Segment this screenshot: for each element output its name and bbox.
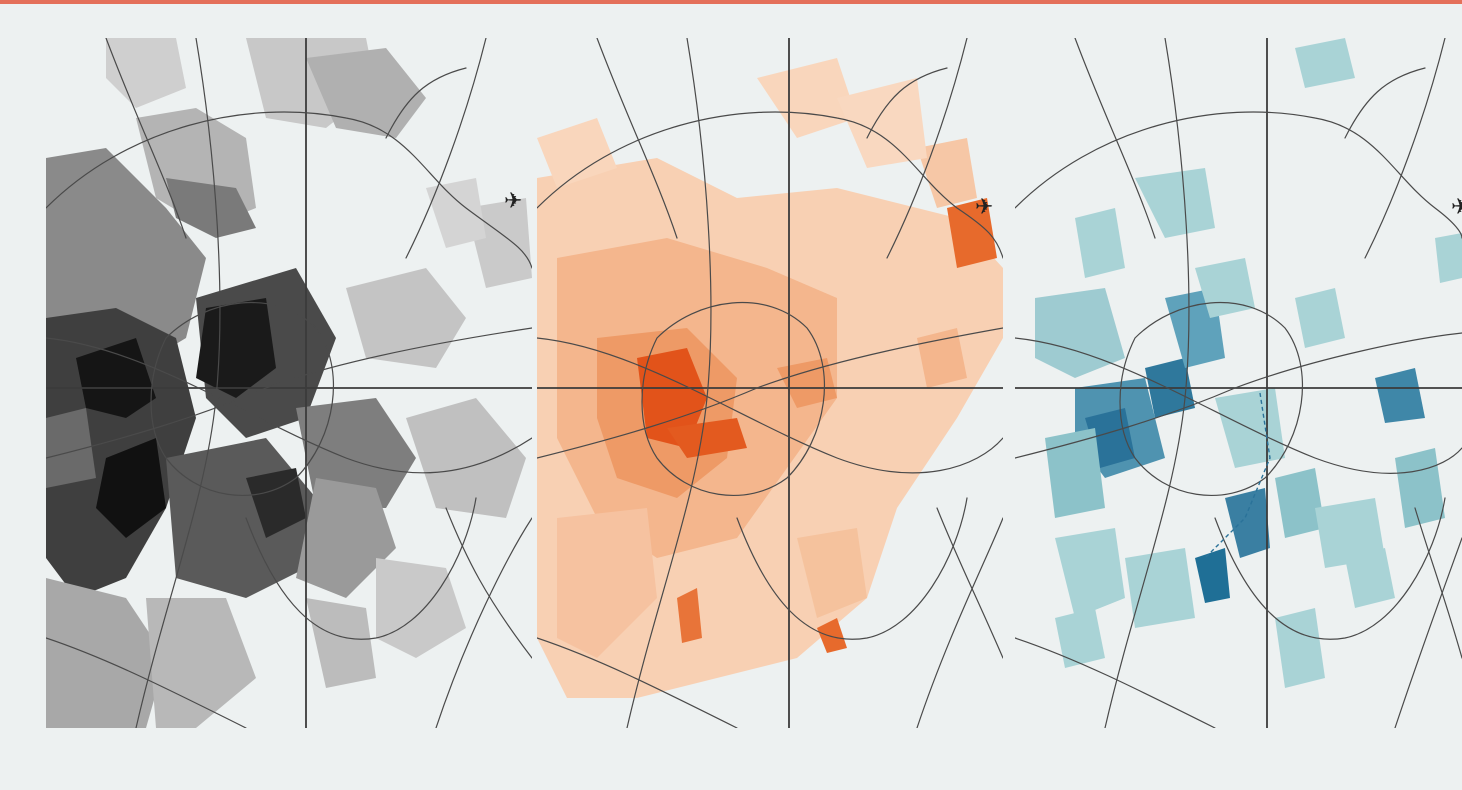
airport-icon: ✈: [1451, 195, 1462, 220]
orange-districts: [537, 58, 1003, 698]
grey-road-network: [46, 38, 532, 728]
blue-choropleth-map: ✈: [1015, 38, 1462, 728]
grey-choropleth-map: ✈: [46, 38, 532, 728]
airport-icon: ✈: [975, 195, 993, 220]
orange-choropleth-map: ✈: [537, 38, 1003, 728]
orange-road-network: [537, 38, 1003, 728]
airport-icon: ✈: [504, 189, 522, 214]
map-panel-orange: ✈: [537, 38, 1003, 728]
map-panel-blue: ✈: [1015, 38, 1462, 728]
blue-road-network: [1015, 38, 1462, 728]
grey-districts: [46, 38, 532, 728]
top-accent-rule: [0, 0, 1462, 4]
blue-districts: [1035, 38, 1462, 688]
map-panel-grey: ✈: [46, 38, 532, 728]
